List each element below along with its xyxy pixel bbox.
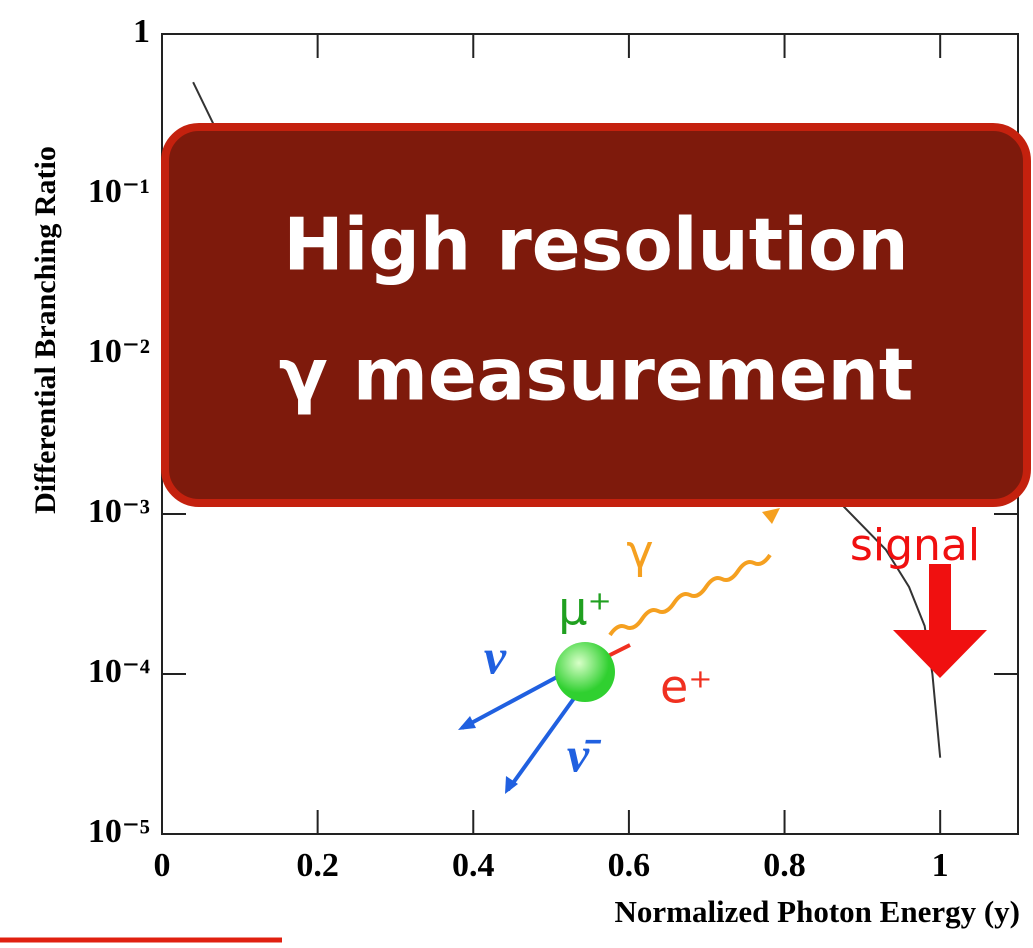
- antineutrino-arrowhead: [505, 776, 518, 794]
- y-axis-title: Differential Branching Ratio: [29, 146, 62, 514]
- banner-line: High resolution: [283, 203, 908, 287]
- banner-box: [161, 123, 1031, 507]
- y-tick-label: 10⁻²: [88, 333, 150, 370]
- x-tick-label: 0.4: [452, 847, 495, 884]
- x-tick-label: 0: [154, 847, 171, 884]
- photon-label: γ: [626, 525, 653, 579]
- antineutrino-label: ν̄: [567, 726, 602, 782]
- y-tick-label: 10⁻⁵: [88, 813, 150, 850]
- plot: 10⁻⁵ 10⁻⁴ 10⁻³ 10⁻² 10⁻¹ 1 0 0.2 0.4 0.6 0.8 1: [88, 13, 1018, 884]
- y-tick-label: 10⁻³: [88, 493, 150, 530]
- decay-diagram: μ⁺ γ e⁺ ν ν̄: [458, 508, 780, 794]
- neutrino-label: ν: [484, 628, 507, 684]
- muon: [555, 642, 615, 702]
- x-tick-label: 1: [932, 847, 949, 884]
- signal-arrow-shaft: [929, 564, 951, 632]
- x-tick-label: 0.8: [763, 847, 806, 884]
- neutrino-line: [461, 668, 571, 730]
- banner-line: γ measurement: [279, 333, 914, 417]
- muon-label: μ⁺: [558, 582, 612, 636]
- y-tick-label: 1: [133, 13, 150, 50]
- antineutrino-line: [506, 688, 582, 792]
- signal-label: signal: [850, 520, 980, 571]
- x-tick-label: 0.6: [608, 847, 651, 884]
- x-axis-title: Normalized Photon Energy (y): [614, 894, 1020, 929]
- signal-arrowhead: [893, 630, 987, 678]
- x-tick-label: 0.2: [296, 847, 339, 884]
- y-tick-label: 10⁻¹: [88, 173, 150, 210]
- photon-arrowhead: [762, 508, 780, 524]
- neutrino-arrowhead: [458, 716, 476, 730]
- positron-label: e⁺: [660, 660, 713, 714]
- photon-line: [608, 553, 772, 637]
- y-tick-label: 10⁻⁴: [88, 653, 150, 690]
